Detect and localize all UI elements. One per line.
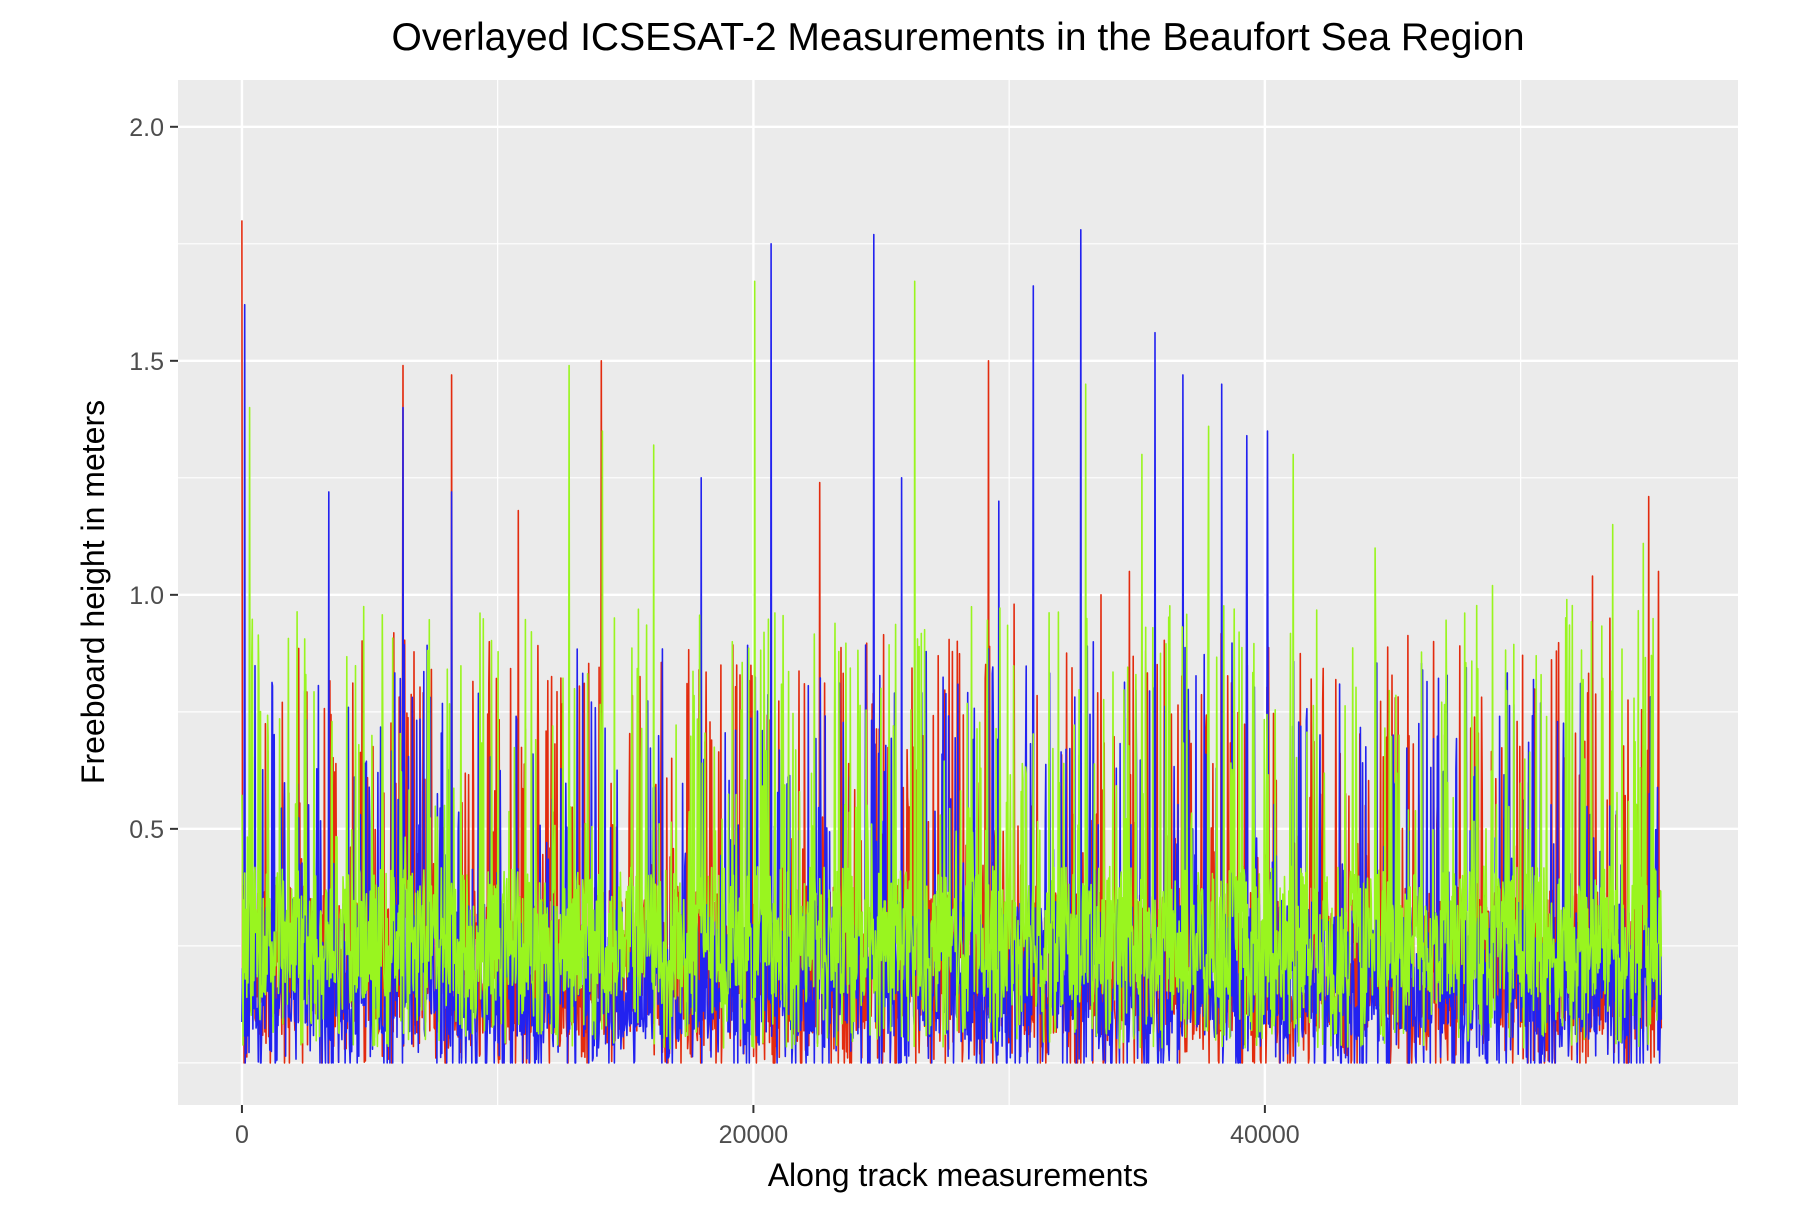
series-line-3 xyxy=(241,280,1663,1050)
x-tick-label: 0 xyxy=(235,1121,249,1149)
tick-labels: 0 20000 40000 0.5 1.0 1.5 2.0 xyxy=(129,114,1299,1149)
x-tick-label: 40000 xyxy=(1230,1121,1300,1149)
y-tick-label: 1.0 xyxy=(129,582,164,610)
y-tick-label: 0.5 xyxy=(129,816,164,844)
chart-title: Overlayed ICSESAT-2 Measurements in the … xyxy=(391,16,1524,59)
y-tick-label: 1.5 xyxy=(129,348,164,376)
x-tick-label: 20000 xyxy=(719,1121,789,1149)
y-tick-label: 2.0 xyxy=(129,114,164,142)
x-axis-title: Along track measurements xyxy=(768,1157,1149,1193)
series-layer xyxy=(241,220,1663,1064)
axis-ticks xyxy=(170,125,1266,1113)
y-axis-title: Freeboard height in meters xyxy=(75,400,111,784)
